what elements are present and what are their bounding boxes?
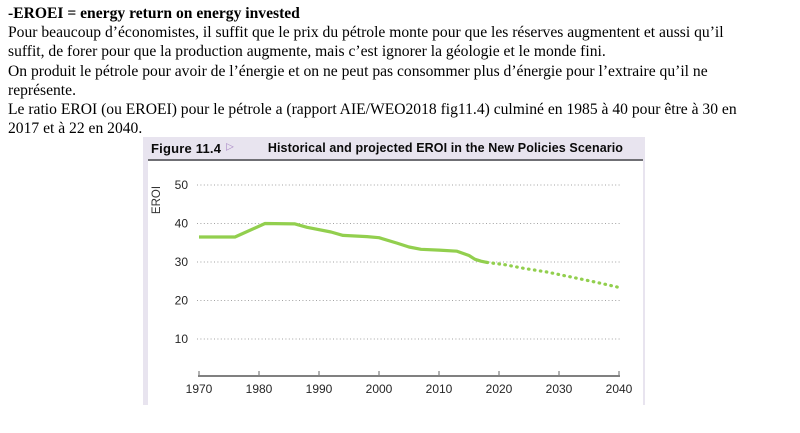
eroi-chart: 50 40 30 20 10 EROI 1970 1980 1990 2000 2010 2020 20… — [143, 163, 643, 405]
svg-text:2030: 2030 — [546, 382, 573, 396]
text-line: 2017 et à 22 en 2040. — [8, 120, 143, 138]
svg-text:2000: 2000 — [366, 382, 393, 396]
svg-text:1980: 1980 — [246, 382, 273, 396]
text-line-heading: -EROEI = energy return on energy investe… — [8, 5, 300, 22]
text-line: Pour beaucoup d’économistes, il suffit q… — [8, 24, 724, 42]
svg-text:40: 40 — [175, 217, 189, 231]
svg-text:2010: 2010 — [426, 382, 453, 396]
svg-text:30: 30 — [175, 255, 189, 269]
text-line: représente. — [8, 81, 76, 99]
svg-text:1970: 1970 — [186, 382, 213, 396]
figure-header: Figure 11.4 ▷ Historical and projected E… — [148, 137, 643, 161]
figure-label: Figure 11.4 — [151, 140, 222, 156]
text-line: suffit, de forer pour que la production … — [8, 43, 606, 61]
text-line: Le ratio EROI (ou EROEI) pour le pétrole… — [8, 101, 737, 119]
figure-accent-strip — [143, 137, 148, 405]
svg-text:EROI: EROI — [151, 186, 163, 214]
figure-title: Historical and projected EROI in the New… — [267, 141, 624, 155]
body-text: -EROEI = energy return on energy investe… — [8, 4, 800, 138]
svg-text:50: 50 — [175, 178, 189, 192]
triangle-right-icon: ▷ — [226, 141, 234, 153]
svg-text:2020: 2020 — [486, 382, 513, 396]
figure-11-4: Figure 11.4 ▷ Historical and projected E… — [143, 137, 645, 405]
svg-text:20: 20 — [175, 294, 189, 308]
text-line: On produit le pétrole pour avoir de l’én… — [8, 62, 708, 80]
svg-text:1990: 1990 — [306, 382, 333, 396]
svg-text:10: 10 — [175, 332, 189, 346]
svg-text:2040: 2040 — [606, 382, 633, 396]
